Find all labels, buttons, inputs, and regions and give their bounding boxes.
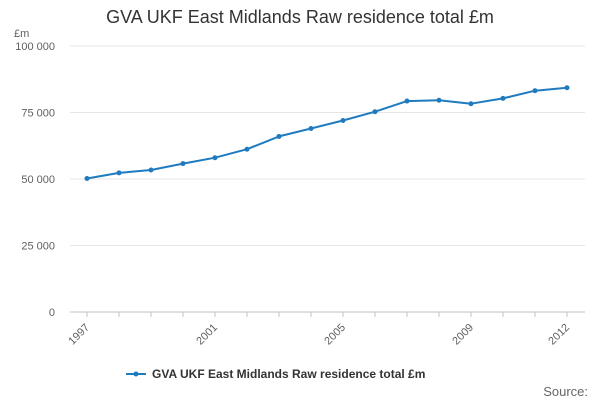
legend[interactable]: GVA UKF East Midlands Raw residence tota… bbox=[126, 367, 425, 381]
data-point[interactable] bbox=[244, 146, 250, 152]
y-tick-labels: 0 25 000 50 000 75 000 100 000 bbox=[15, 41, 55, 319]
data-point[interactable] bbox=[404, 98, 410, 104]
y-tick-label: 100 000 bbox=[15, 41, 55, 53]
legend-label: GVA UKF East Midlands Raw residence tota… bbox=[152, 367, 425, 381]
x-tick-label: 2001 bbox=[194, 322, 220, 348]
y-axis-unit-label: £m bbox=[14, 28, 29, 40]
y-tick-label: 75 000 bbox=[21, 108, 55, 120]
data-point[interactable] bbox=[436, 97, 442, 103]
x-tick-label: 2005 bbox=[322, 322, 348, 348]
data-point[interactable] bbox=[308, 125, 314, 131]
source-label[interactable]: Source: bbox=[543, 384, 588, 399]
data-point[interactable] bbox=[564, 85, 570, 91]
data-point[interactable] bbox=[532, 88, 538, 94]
legend-marker bbox=[133, 371, 139, 377]
data-point[interactable] bbox=[340, 117, 346, 123]
y-tick-label: 0 bbox=[49, 307, 55, 319]
data-point[interactable] bbox=[212, 155, 218, 161]
data-point[interactable] bbox=[372, 109, 378, 115]
axes: £m bbox=[14, 28, 585, 317]
data-point[interactable] bbox=[84, 175, 90, 181]
y-tick-label: 50 000 bbox=[21, 174, 55, 186]
series-layer bbox=[84, 85, 570, 181]
x-tick-label: 2012 bbox=[546, 322, 572, 348]
x-tick-label: 2009 bbox=[450, 322, 476, 348]
y-tick-label: 25 000 bbox=[21, 241, 55, 253]
data-point[interactable] bbox=[500, 95, 506, 101]
series-line bbox=[86, 86, 568, 180]
x-tick-label: 1997 bbox=[66, 322, 92, 348]
data-point[interactable] bbox=[180, 161, 186, 167]
data-point[interactable] bbox=[276, 133, 282, 139]
x-tick-labels: 1997 2001 2005 2009 2012 bbox=[66, 322, 572, 348]
data-point[interactable] bbox=[148, 167, 154, 173]
grid-lines bbox=[70, 45, 585, 246]
data-point[interactable] bbox=[468, 101, 474, 107]
data-point[interactable] bbox=[116, 170, 122, 176]
chart-title: GVA UKF East Midlands Raw residence tota… bbox=[106, 7, 494, 27]
